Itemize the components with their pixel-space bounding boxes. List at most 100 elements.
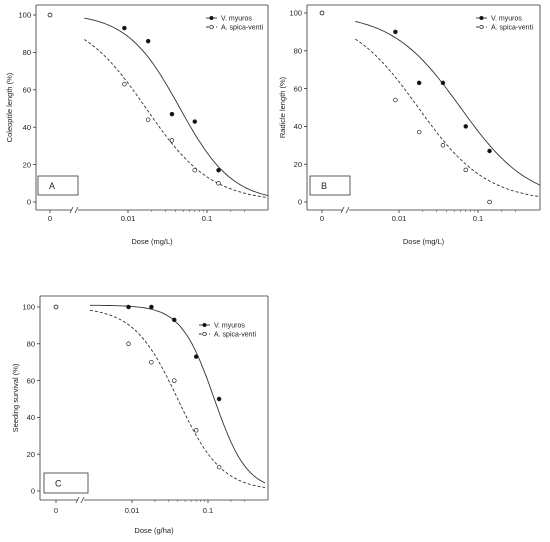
data-point-filled (169, 111, 175, 117)
y-axis-label: Radicle length (%) (278, 76, 287, 138)
data-point-filled (193, 354, 199, 359)
fit-curve-series-2 (355, 38, 541, 198)
legend-label-1: V. myuros (221, 16, 252, 23)
y-tick-label: 40 (23, 123, 31, 132)
data-point-open (319, 10, 325, 16)
x-tick-label: 0 (320, 214, 324, 223)
panel-label: B (321, 181, 327, 191)
fit-curve-series-1 (90, 304, 266, 484)
chart-panel-b: 0 20 40 60 80 100 0 0.01 0.1 Dose (mg/L) Radicle l… (278, 4, 541, 246)
data-point-filled (149, 304, 154, 310)
data-point-open (416, 129, 422, 135)
y-tick-label: 0 (298, 198, 302, 207)
fit-curve-series-2 (84, 39, 269, 199)
legend-marker-1 (202, 322, 207, 328)
y-tick-label: 100 (22, 303, 35, 312)
data-point-filled (145, 38, 151, 44)
legend-label-2: A. spica-venti (221, 25, 263, 32)
data-point-open (192, 167, 198, 173)
legend-marker-1 (479, 15, 484, 21)
data-point-open (53, 304, 59, 310)
data-point-open (216, 181, 221, 186)
x-tick-label: 0.01 (125, 506, 140, 515)
x-tick-label: 0.1 (203, 506, 213, 515)
data-point-filled (216, 396, 222, 402)
legend-marker-1 (209, 15, 214, 21)
x-tick-label: 0.01 (121, 214, 136, 223)
x-tick-label: 0 (54, 506, 58, 515)
panel-label-box (309, 175, 351, 196)
axis-break-mark (75, 496, 80, 504)
data-point-filled (393, 29, 398, 35)
axis-break-mark (80, 496, 85, 504)
data-point-open (393, 97, 398, 103)
panel-label-box (43, 472, 89, 494)
fit-curve-series-2 (89, 309, 266, 489)
data-point-open (122, 81, 127, 87)
y-tick-label: 0 (31, 487, 35, 496)
y-tick-label: 80 (294, 47, 302, 56)
legend-marker-2 (209, 24, 214, 30)
y-tick-label: 20 (27, 450, 35, 459)
data-point-filled (487, 148, 492, 154)
y-tick-label: 100 (18, 11, 31, 20)
axis-break-mark (345, 206, 350, 214)
y-tick-label: 60 (294, 84, 302, 93)
data-point-open (463, 167, 469, 173)
y-tick-label: 0 (27, 198, 31, 207)
x-tick-label: 0.01 (392, 214, 407, 223)
data-point-filled (122, 25, 127, 31)
data-point-open (216, 464, 222, 470)
data-point-filled (126, 304, 131, 310)
y-tick-label: 20 (23, 160, 31, 169)
data-point-filled (463, 124, 469, 129)
panel-label: A (49, 181, 55, 191)
x-tick-label: 0.1 (202, 214, 212, 223)
x-tick-label: 0.1 (473, 214, 483, 223)
x-tick-label: 0 (48, 214, 52, 223)
x-axis-label: Dose (mg/L) (403, 237, 445, 246)
panel-label-box (37, 175, 79, 196)
y-axis-label: Coleoptile length (%) (5, 72, 14, 142)
data-point-open (169, 138, 175, 143)
y-tick-label: 40 (27, 413, 35, 422)
y-tick-label: 100 (289, 9, 302, 18)
data-point-filled (216, 167, 221, 173)
data-point-open (172, 378, 177, 383)
axis-break-mark (340, 206, 345, 214)
y-tick-label: 80 (23, 48, 31, 57)
data-point-filled (440, 80, 446, 86)
legend-label-2: A. spica-venti (491, 25, 533, 32)
data-point-open (193, 428, 199, 433)
y-tick-label: 60 (27, 376, 35, 385)
data-point-open (487, 199, 492, 205)
fit-curve-series-1 (355, 20, 541, 186)
y-axis-label: Seeding survival (%) (11, 363, 20, 432)
x-axis-label: Dose (mg/L) (131, 237, 173, 246)
fit-curve-series-1 (84, 17, 269, 197)
chart-panel-a: 0 20 40 60 80 100 0 0.01 0.1 Dose (mg/L) Coleoptil… (5, 4, 269, 246)
data-point-open (149, 359, 154, 365)
panel-label: C (55, 478, 62, 488)
data-point-open (440, 143, 446, 148)
data-point-open (126, 341, 131, 347)
legend-label-2: A. spica-venti (214, 332, 256, 339)
data-point-filled (192, 119, 198, 124)
axis-break-mark (69, 206, 74, 214)
legend-marker-2 (202, 331, 207, 337)
y-tick-label: 80 (27, 340, 35, 349)
legend-label-1: V. myuros (491, 16, 522, 23)
data-point-open (145, 117, 151, 122)
y-tick-label: 60 (23, 86, 31, 95)
chart-panel-c: 0 20 40 60 80 100 0 0.01 0.1 Dose (g/ha) Seeding s… (11, 295, 269, 535)
x-axis-label: Dose (g/ha) (134, 526, 174, 535)
data-point-filled (416, 80, 422, 86)
y-tick-label: 20 (294, 160, 302, 169)
y-tick-label: 40 (294, 122, 302, 131)
data-point-open (47, 12, 53, 18)
legend-marker-2 (479, 24, 484, 30)
data-point-filled (172, 317, 177, 323)
legend-label-1: V. myuros (214, 323, 245, 330)
axis-break-mark (74, 206, 79, 214)
